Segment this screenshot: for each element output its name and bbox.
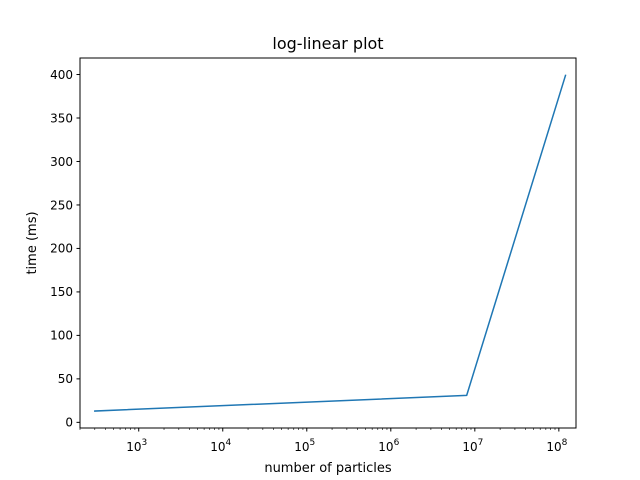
y-tick-label: 350: [50, 111, 73, 125]
y-tick-label: 0: [65, 416, 73, 430]
x-axis-ticks: 103 104 105 106 107 108: [79, 428, 568, 454]
y-tick-label: 100: [50, 329, 73, 343]
series-layer: [94, 74, 567, 412]
chart-title: log-linear plot: [272, 34, 383, 53]
y-tick-label: 200: [50, 242, 73, 256]
y-axis-ticks: 0 50 100 150 200 250 300 350 400: [50, 68, 80, 430]
y-tick-label: 400: [50, 68, 73, 82]
plot-frame: [79, 57, 577, 429]
x-tick-label: 107: [462, 438, 483, 454]
y-tick-label: 300: [50, 155, 73, 169]
x-tick-label: 103: [126, 438, 147, 454]
y-tick-label: 150: [50, 285, 73, 299]
x-tick-label: 105: [294, 438, 315, 454]
x-tick-label: 108: [546, 438, 567, 454]
series-line: [94, 74, 567, 412]
y-axis-label: time (ms): [25, 211, 40, 274]
y-tick-label: 50: [58, 372, 73, 386]
y-tick-label: 250: [50, 198, 73, 212]
x-tick-label: 106: [378, 438, 399, 454]
x-tick-label: 104: [210, 438, 231, 454]
x-axis-label: number of particles: [264, 461, 392, 476]
